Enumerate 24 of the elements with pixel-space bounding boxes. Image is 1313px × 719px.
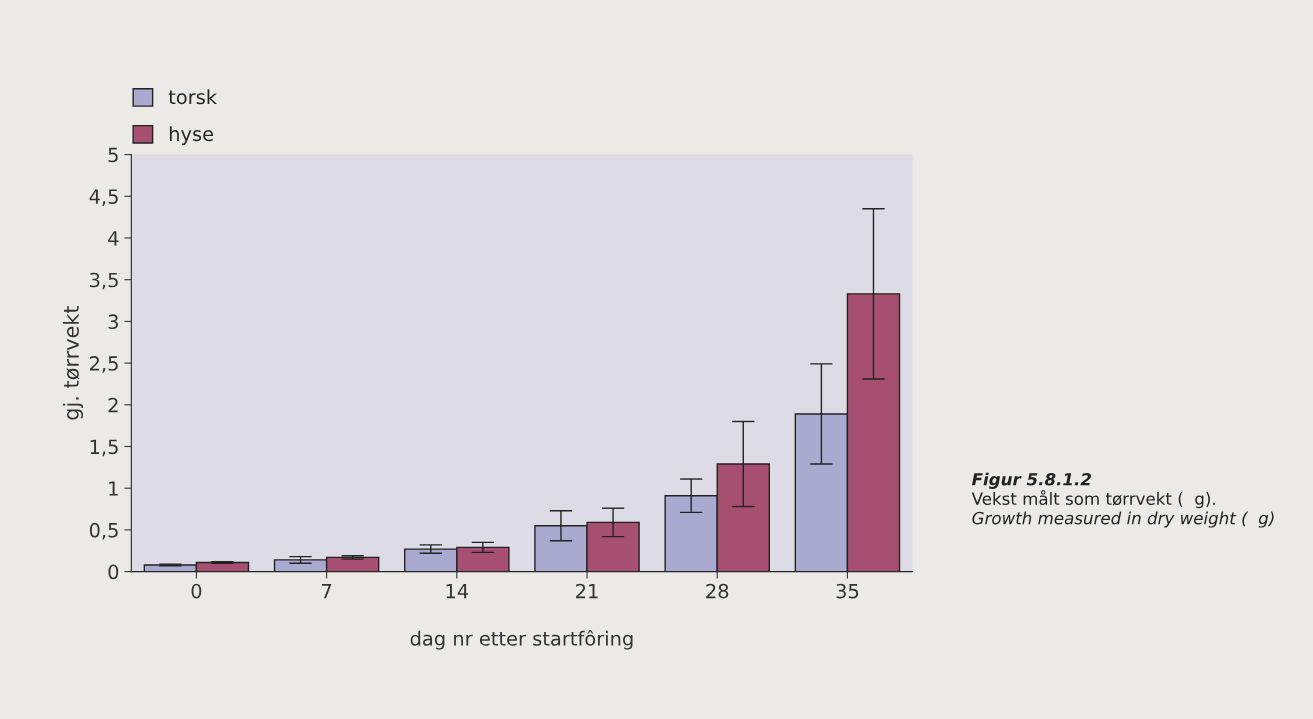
y-axis-title: gj. tørrvekt [62, 305, 84, 420]
text: Vekst målt som tørrvekt ( g). [971, 490, 1215, 509]
x-axis-title: dag nr etter startfôring [410, 630, 633, 650]
y-tick-label: 1,5 [90, 439, 118, 457]
y-tick-label: 0 [108, 564, 119, 580]
x-tick-label: 14 [446, 584, 469, 599]
x-tick-label: 0 [191, 583, 202, 599]
x-tick-label: 7 [322, 584, 332, 599]
x-tick-label: 35 [836, 583, 859, 599]
y-tick-label: 4 [108, 231, 119, 246]
x-tick-label: 28 [706, 583, 729, 599]
legend-label: hyse [169, 126, 214, 145]
x-tick-label: 21 [576, 583, 598, 599]
y-tick-label: 4,5 [89, 189, 118, 206]
y-tick-label: 1 [109, 481, 118, 496]
y-tick-label: 0,5 [89, 522, 118, 540]
y-tick-label: 3,5 [90, 272, 118, 290]
y-tick-label: 2 [108, 397, 118, 413]
y-tick-label: 3 [108, 314, 118, 330]
y-tick-label: 5 [108, 147, 118, 163]
text: Figur 5.8.1.2 [971, 472, 1091, 489]
text: Growth measured in dry weight ( g) [972, 511, 1274, 528]
y-tick-label: 2,5 [90, 356, 118, 373]
legend-label: torsk [168, 89, 218, 105]
